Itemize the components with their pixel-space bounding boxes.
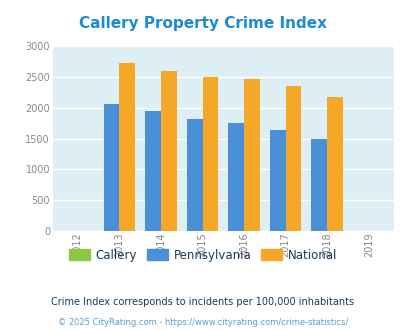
- Bar: [202, 77, 218, 231]
- Bar: [228, 123, 243, 231]
- Bar: [103, 104, 119, 231]
- Bar: [269, 130, 285, 231]
- Bar: [285, 85, 301, 231]
- Text: Callery Property Crime Index: Callery Property Crime Index: [79, 16, 326, 31]
- Bar: [243, 80, 259, 231]
- Bar: [119, 63, 135, 231]
- Bar: [160, 71, 176, 231]
- Legend: Callery, Pennsylvania, National: Callery, Pennsylvania, National: [64, 244, 341, 266]
- Bar: [311, 139, 326, 231]
- Bar: [145, 111, 160, 231]
- Bar: [326, 97, 342, 231]
- Text: Crime Index corresponds to incidents per 100,000 inhabitants: Crime Index corresponds to incidents per…: [51, 297, 354, 307]
- Bar: [186, 119, 202, 231]
- Text: © 2025 CityRating.com - https://www.cityrating.com/crime-statistics/: © 2025 CityRating.com - https://www.city…: [58, 318, 347, 327]
